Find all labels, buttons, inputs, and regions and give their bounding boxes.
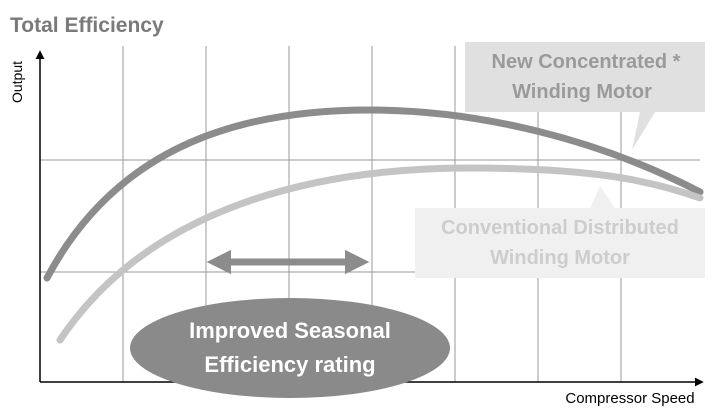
title: Total Efficiency (10, 14, 164, 37)
conventional-motor-curve (56, 164, 704, 344)
callout-text: Winding Motor (490, 247, 630, 269)
callout-box (465, 42, 705, 150)
callout-text: Conventional Distributed (441, 217, 679, 239)
callout-text: Winding Motor (512, 81, 652, 103)
highlight-text: Efficiency rating (204, 352, 375, 377)
highlight-text: Improved Seasonal (189, 318, 391, 343)
y-axis-label: Output (9, 61, 25, 103)
callout-box (415, 186, 705, 278)
highlight-ellipse (130, 298, 450, 398)
x-axis-label: Compressor Speed (565, 390, 694, 407)
callout-text: New Concentrated * (492, 51, 681, 73)
new-motor-curve (43, 106, 704, 282)
